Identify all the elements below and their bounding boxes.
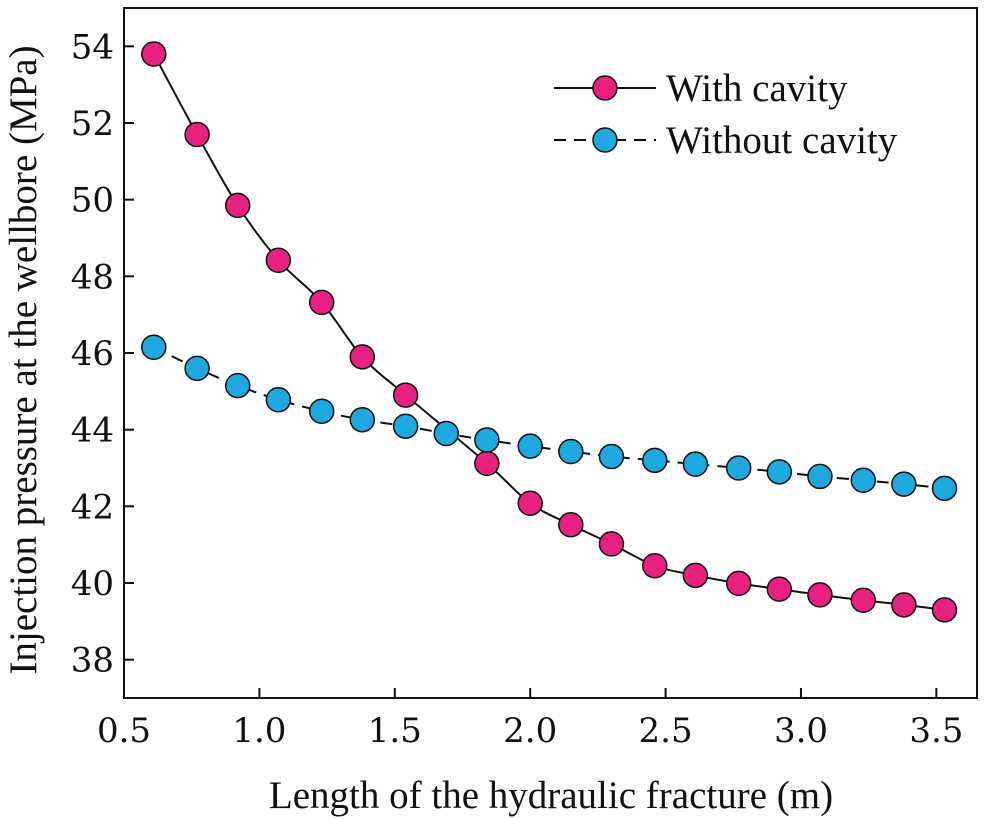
data-point-without-cavity [392,413,419,439]
data-point-without-cavity [433,420,459,447]
legend-marker-with-cavity [592,75,618,101]
y-tick-label: 44 [71,411,114,451]
y-tick-label: 46 [71,334,114,374]
data-point-with-cavity [265,247,292,273]
data-point-with-cavity [392,382,419,408]
data-point-without-cavity [224,372,251,399]
data-point-with-cavity [474,450,500,477]
x-tick-label: 3.5 [909,711,963,751]
data-point-without-cavity [349,406,376,433]
x-tick-label: 2.0 [503,711,557,751]
y-tick-label: 50 [71,181,114,221]
y-tick-label: 38 [71,641,114,681]
data-point-without-cavity [308,398,335,425]
data-point-without-cavity [891,471,917,497]
data-point-with-cavity [766,576,793,602]
x-tick-label: 1.0 [232,711,286,751]
data-point-with-cavity [642,553,668,579]
series-markers [141,41,958,623]
data-point-with-cavity [141,41,167,67]
x-tick-label: 3.0 [774,711,828,751]
data-point-without-cavity [682,451,709,477]
data-point-without-cavity [931,475,958,502]
x-axis-title: Length of the hydraulic fracture (m) [269,774,833,817]
y-tick-label: 42 [71,487,114,527]
legend: With cavity Without cavity [554,67,898,162]
data-point-with-cavity [517,490,543,517]
legend-label-with-cavity: With cavity [666,67,848,110]
data-point-without-cavity [766,459,793,485]
data-point-with-cavity [682,562,709,589]
data-point-with-cavity [558,511,584,538]
data-point-without-cavity [850,467,877,494]
data-point-with-cavity [184,121,210,148]
data-point-without-cavity [474,427,500,453]
data-point-without-cavity [807,463,833,490]
data-point-with-cavity [308,289,335,316]
legend-marker-without-cavity [592,127,618,153]
y-tick-label: 54 [71,27,114,67]
plot-frame [123,7,978,699]
data-point-without-cavity [598,443,625,470]
data-point-with-cavity [598,531,625,557]
y-tick-label: 48 [71,257,114,297]
data-point-with-cavity [224,192,251,219]
data-point-without-cavity [642,447,668,474]
data-point-with-cavity [349,344,376,370]
data-point-without-cavity [265,387,292,413]
data-point-without-cavity [558,438,584,465]
y-tick-label: 52 [71,104,114,144]
data-point-with-cavity [891,592,917,618]
data-point-with-cavity [850,587,877,613]
axis-ticks: 0.5 1.0 1.5 2.0 2.5 3.0 3.5 38 40 42 44 46 48 50 52 54 [71,27,964,751]
data-point-without-cavity [141,334,167,360]
x-tick-label: 1.5 [368,711,422,751]
data-point-with-cavity [931,597,958,623]
legend-label-without-cavity: Without cavity [666,119,898,162]
data-point-without-cavity [184,355,210,382]
data-point-with-cavity [807,582,833,608]
x-tick-label: 2.5 [639,711,693,751]
data-point-with-cavity [725,570,752,597]
data-point-without-cavity [517,433,543,459]
data-point-without-cavity [725,455,752,481]
x-tick-label: 0.5 [97,711,151,751]
y-axis-title: Injection pressure at the wellbore (MPa) [2,45,45,674]
y-tick-label: 40 [71,564,114,604]
